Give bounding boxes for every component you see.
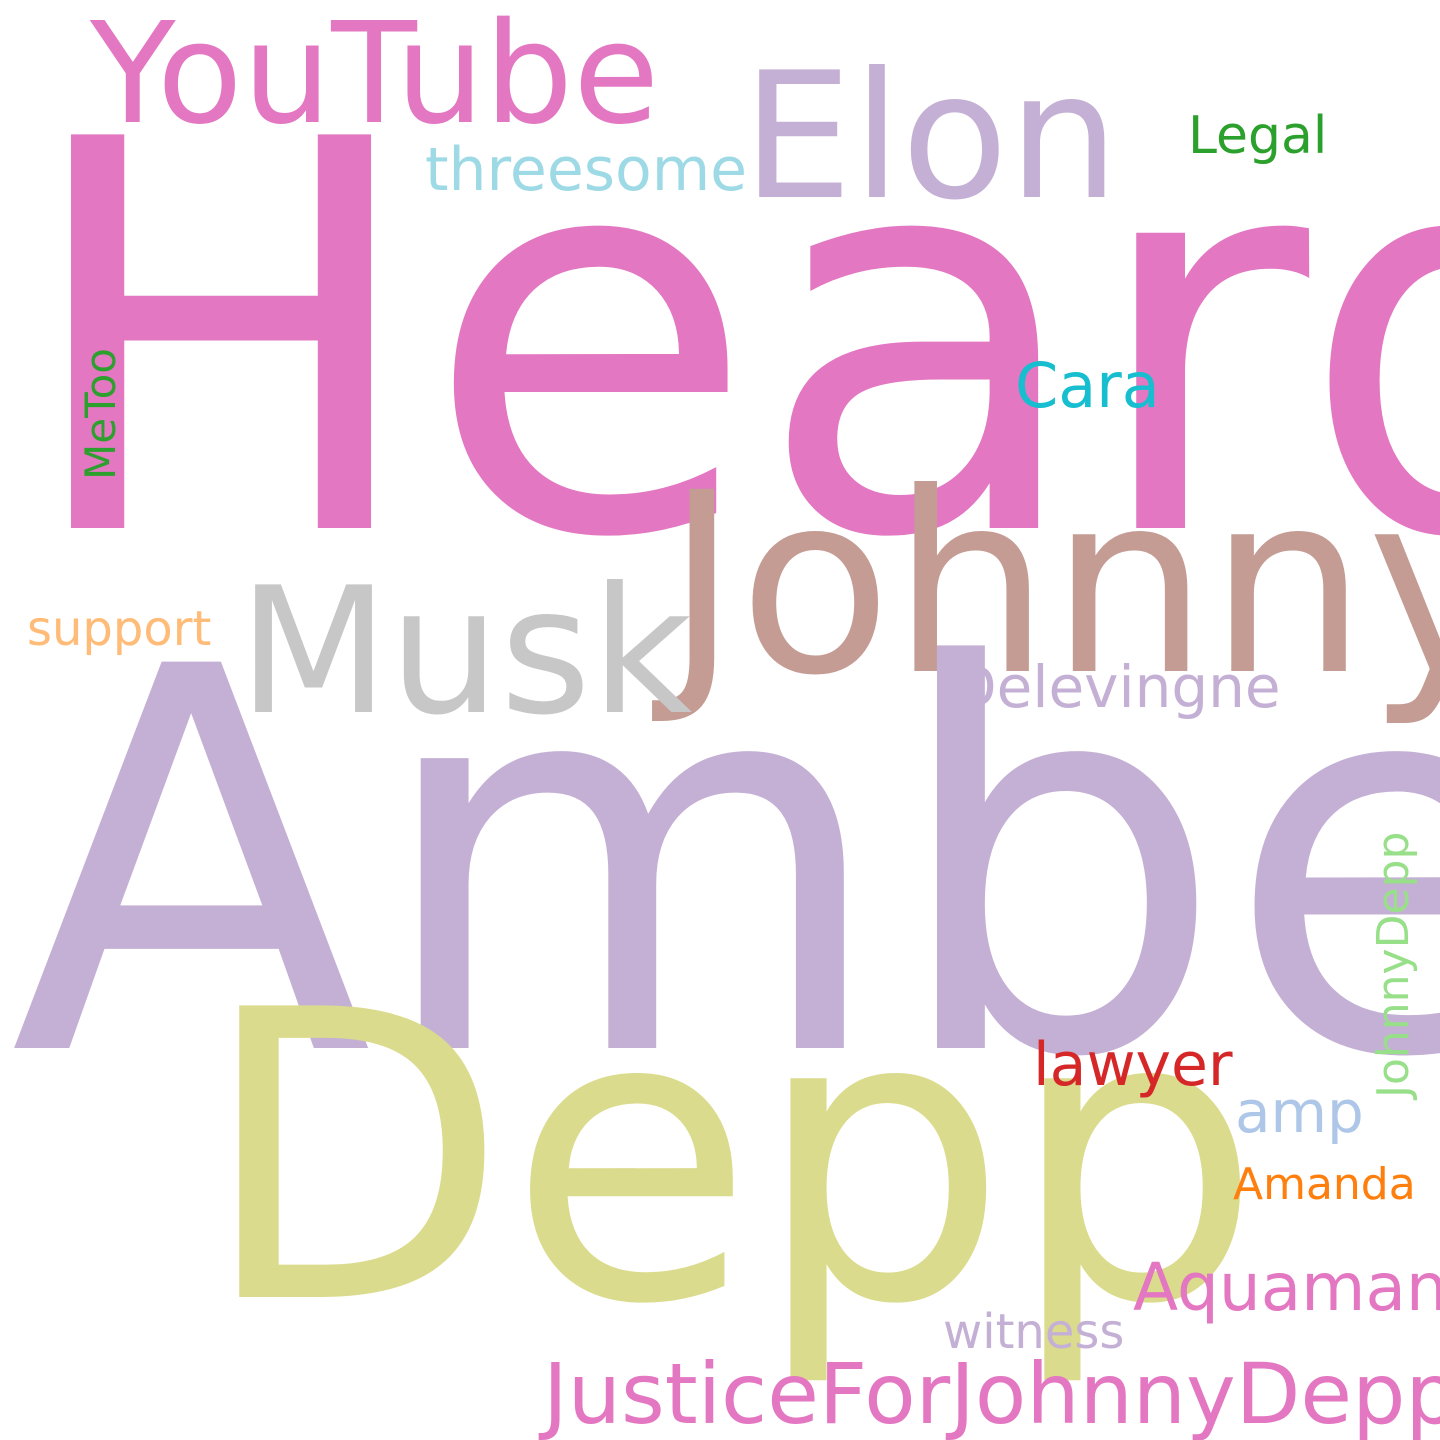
word-support: support xyxy=(27,601,212,657)
word-justicefor: JusticeForJohnnyDepp xyxy=(543,1345,1440,1440)
word-heard: Heard xyxy=(18,28,1440,656)
word-johnny: Johnny xyxy=(665,439,1440,730)
word-johnnydepp: JohnnyDepp xyxy=(1368,831,1419,1098)
word-metoo: MeToo xyxy=(76,348,125,480)
word-depp: Depp xyxy=(200,927,1262,1392)
word-lawyer: lawyer xyxy=(1033,1030,1233,1100)
word-youtube: YouTube xyxy=(90,0,660,156)
word-musk: Musk xyxy=(238,551,693,754)
word-amp: amp xyxy=(1235,1078,1364,1146)
word-witness: witness xyxy=(943,1304,1125,1360)
word-legal: Legal xyxy=(1188,106,1328,166)
word-amber: Amber xyxy=(10,556,1440,1173)
word-aquaman: Aquaman xyxy=(1133,1249,1440,1326)
word-amanda: Amanda xyxy=(1233,1159,1416,1210)
word-elon: Elon xyxy=(742,36,1120,239)
word-cara: Cara xyxy=(1015,349,1160,422)
word-threesome: threesome xyxy=(425,135,748,205)
word-delevingne: Delevingne xyxy=(952,653,1281,721)
